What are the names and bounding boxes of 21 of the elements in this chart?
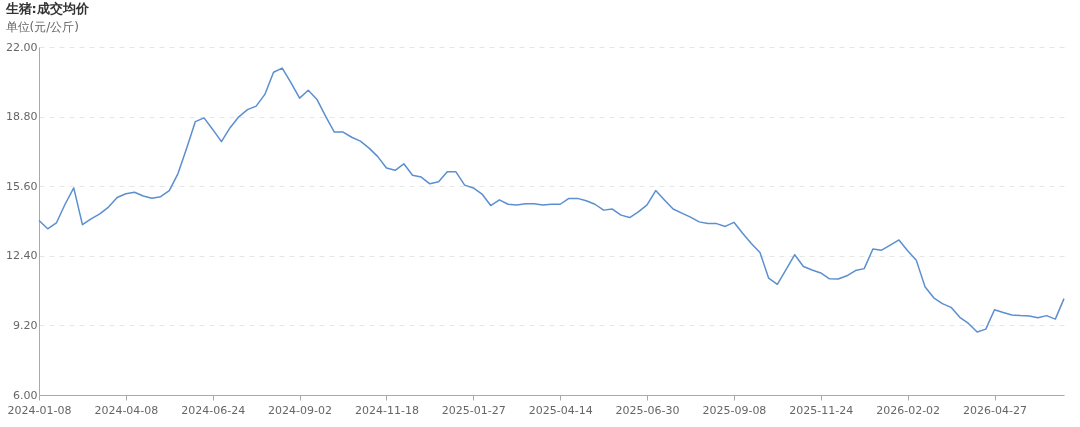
x-tick-label: 2024-01-08 [7, 403, 72, 417]
x-tick-label: 2026-02-02 [876, 403, 941, 417]
chart-title: 生猪:成交均价 [4, 1, 90, 16]
y-axis-title: 单位(元/公斤) [5, 20, 79, 34]
x-tick-label: 2025-01-27 [441, 403, 506, 417]
y-tick-label: 18.80 [6, 110, 38, 124]
x-tick-label: 2026-04-27 [963, 403, 1027, 417]
y-tick-label: 22.00 [6, 40, 38, 54]
y-tick-label: 9.20 [13, 318, 38, 332]
x-tick-label: 2025-04-14 [528, 403, 593, 417]
line-series [38, 67, 1065, 333]
x-tick-label: 2024-11-18 [354, 403, 419, 417]
y-tick-label: 15.60 [6, 179, 38, 193]
x-tick-label: 2024-06-24 [181, 403, 246, 417]
x-tick-label: 2024-09-02 [268, 403, 333, 417]
x-tick-label: 2024-04-08 [94, 403, 159, 417]
y-tick-label: 6.00 [13, 388, 38, 402]
x-tick-label: 2025-11-24 [789, 403, 854, 417]
x-tick-label: 2025-09-08 [702, 403, 767, 417]
y-tick-label: 12.40 [6, 249, 38, 263]
x-tick-label: 2025-06-30 [615, 403, 680, 417]
